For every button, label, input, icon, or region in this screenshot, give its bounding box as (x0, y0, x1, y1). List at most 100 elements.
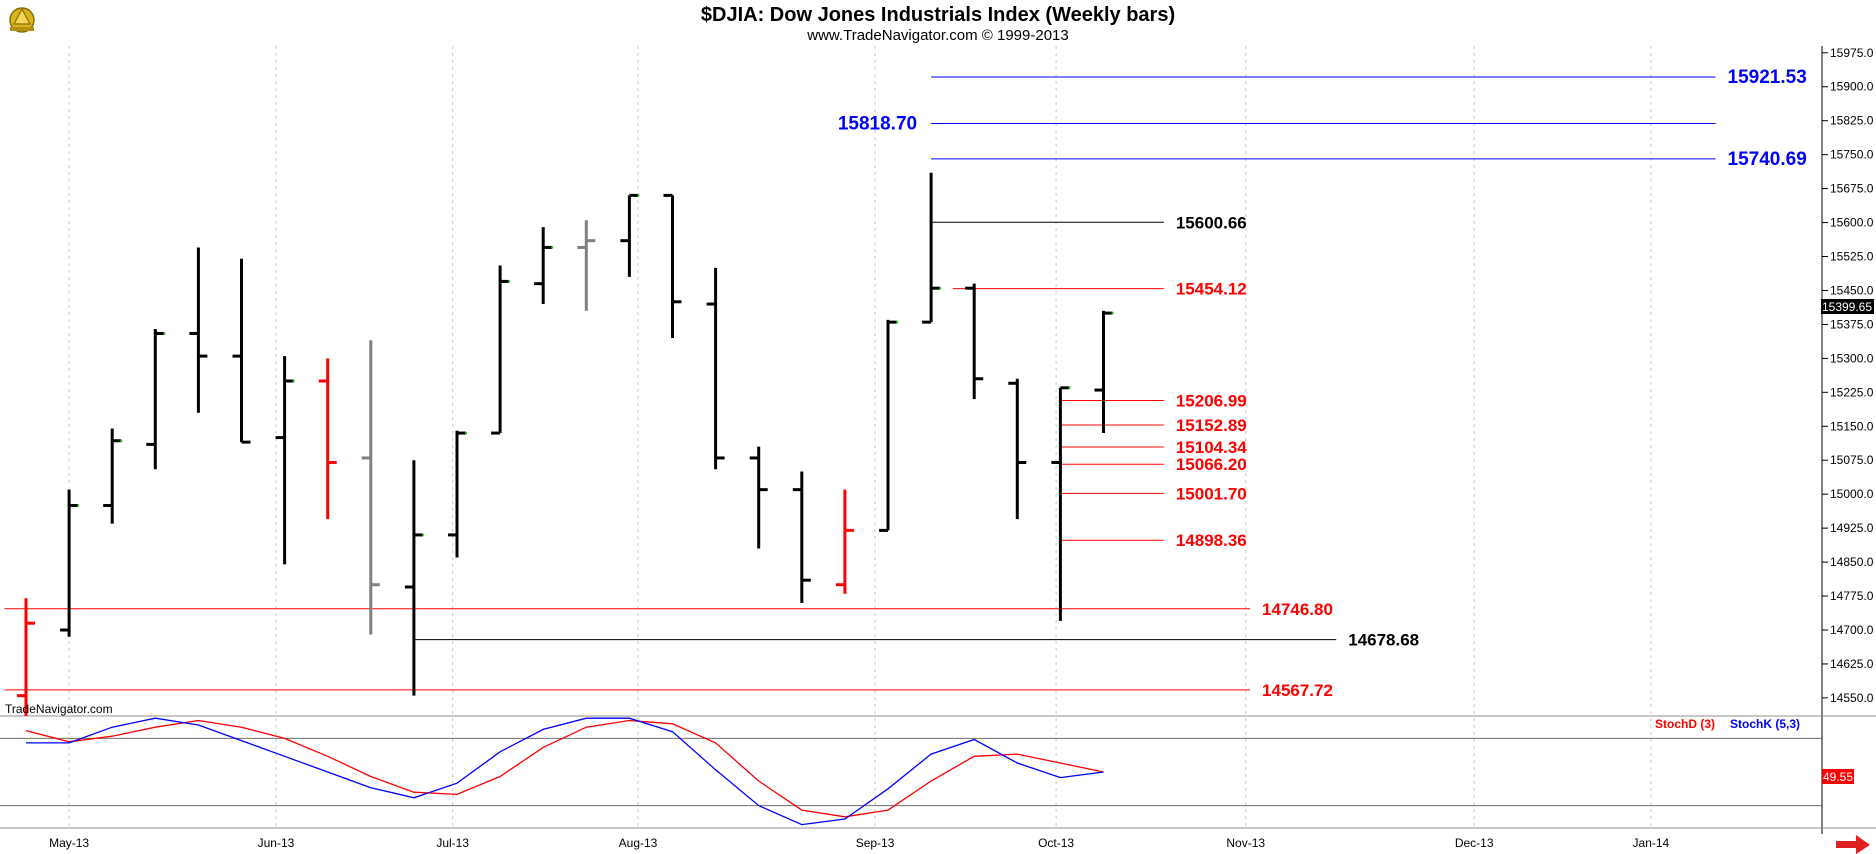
ohlc-bar (60, 489, 80, 637)
level-label: 15066.20 (1176, 455, 1247, 474)
ohlc-bar (146, 328, 166, 470)
bar-up-marker (551, 246, 554, 249)
y-tick-label: 15450.0 (1830, 283, 1874, 297)
y-tick-label: 15525.0 (1830, 250, 1874, 264)
ohlc-bar (835, 489, 854, 594)
x-axis: May-13 Jun-13 Jul-13 Aug-13 Sep-13 Oct-13 Nov-… (49, 836, 1669, 850)
ohlc-bar (232, 258, 251, 444)
bar-up-marker (1068, 386, 1071, 389)
level-label: 14567.72 (1262, 681, 1333, 700)
chart-frame (0, 46, 1876, 834)
y-tick-label: 15075.0 (1830, 453, 1874, 467)
chart-subtitle: www.TradeNavigator.com © 1999-2013 (806, 27, 1068, 44)
bar-up-marker (292, 380, 295, 382)
level-label: 15152.89 (1176, 416, 1247, 435)
x-tick-label: Dec-13 (1455, 836, 1494, 850)
bar-up-marker (939, 287, 942, 290)
y-tick-label: 14700.0 (1830, 623, 1874, 637)
level-label: 15454.12 (1176, 280, 1247, 299)
ohlc-bar (534, 227, 554, 305)
ohlc-bar (448, 430, 467, 558)
y-tick-label: 14850.0 (1830, 555, 1874, 569)
y-tick-label: 15750.0 (1830, 148, 1874, 162)
y-tick-label: 15150.0 (1830, 419, 1874, 433)
x-tick-label: Jun-13 (258, 836, 295, 850)
price-bars (17, 172, 1114, 716)
stoch-k-line (26, 717, 1104, 826)
y-axis: 14550.0 14625.0 14700.0 14775.0 14850.0 14925… (1822, 46, 1874, 705)
stoch-value-box (1822, 769, 1854, 784)
x-tick-label: Oct-13 (1038, 836, 1074, 850)
ohlc-bar (491, 265, 511, 435)
bar-up-marker (120, 439, 123, 442)
bar-up-marker (421, 533, 424, 536)
x-tick-label: May-13 (49, 836, 89, 850)
y-tick-label: 15600.0 (1830, 216, 1874, 230)
last-price-label: 15399.65 (1822, 300, 1872, 314)
ohlc-bar (1051, 386, 1071, 621)
ohlc-bar (189, 247, 208, 413)
level-lines: 15921.53 15818.70 15740.69 15600.66 15454.12… (4, 67, 1807, 700)
level-label: 14746.80 (1262, 600, 1333, 619)
ohlc-bar (620, 193, 640, 277)
y-tick-label: 15225.0 (1830, 385, 1874, 399)
stoch-d-line (25, 719, 1104, 818)
ohlc-bar (1008, 378, 1027, 520)
bar-up-marker (163, 332, 166, 335)
ohlc-bar (663, 193, 682, 338)
y-tick-label: 14550.0 (1830, 691, 1874, 705)
ohlc-bar (17, 598, 35, 716)
scroll-right-arrow-icon[interactable] (1836, 835, 1870, 854)
level-label: 15818.70 (838, 114, 917, 135)
level-label: 14898.36 (1176, 531, 1247, 550)
y-tick-label: 15675.0 (1830, 182, 1874, 196)
ohlc-bar (361, 340, 380, 635)
x-tick-label: Jul-13 (436, 836, 469, 850)
y-tick-label: 15300.0 (1830, 351, 1874, 365)
bar-up-marker (508, 280, 511, 283)
ohlc-bar (577, 220, 596, 311)
ohlc-bar (318, 358, 337, 520)
watermark: TradeNavigator.com (5, 702, 113, 716)
level-label: 15206.99 (1176, 391, 1247, 410)
bar-up-marker (465, 432, 467, 435)
x-tick-label: Jan-14 (1633, 836, 1670, 850)
ohlc-bar (792, 471, 811, 603)
ohlc-bar (706, 267, 725, 470)
stoch-value-label: 49.55 (1823, 770, 1853, 784)
stoch-d-legend: StochD (3) (1655, 717, 1715, 731)
y-tick-label: 14925.0 (1830, 521, 1874, 535)
y-tick-label: 15375.0 (1830, 317, 1874, 331)
level-label: 15740.69 (1728, 149, 1807, 170)
bar-up-marker (896, 321, 898, 324)
x-tick-label: Sep-13 (856, 836, 895, 850)
ohlc-bar (749, 446, 768, 549)
ohlc-bar (404, 460, 424, 696)
ohlc-bar (922, 172, 942, 324)
stoch-k-legend: StochK (5,3) (1730, 717, 1800, 731)
level-label: 15600.66 (1176, 213, 1247, 232)
trade-navigator-logo-icon (9, 7, 35, 33)
x-tick-label: Aug-13 (619, 836, 658, 850)
ohlc-bar (275, 356, 295, 565)
y-tick-label: 14775.0 (1830, 589, 1874, 603)
chart-title: $DJIA: Dow Jones Industrials Index (Week… (701, 4, 1175, 26)
level-label: 15921.53 (1728, 67, 1807, 88)
ohlc-bar (103, 428, 123, 524)
y-tick-label: 15825.0 (1830, 114, 1874, 128)
y-tick-label: 15000.0 (1830, 487, 1874, 501)
ohlc-bar (879, 319, 898, 532)
ohlc-bar (965, 283, 984, 400)
bar-up-marker (77, 504, 80, 507)
level-label: 14678.68 (1348, 631, 1419, 650)
bar-up-marker (1111, 312, 1114, 315)
grid (68, 46, 1652, 828)
y-tick-label: 14625.0 (1830, 657, 1874, 671)
y-tick-label: 15900.0 (1830, 80, 1874, 94)
last-price-box (1821, 299, 1874, 314)
y-tick-label: 15975.0 (1830, 46, 1874, 60)
x-tick-label: Nov-13 (1226, 836, 1265, 850)
ohlc-bar (1094, 310, 1114, 434)
